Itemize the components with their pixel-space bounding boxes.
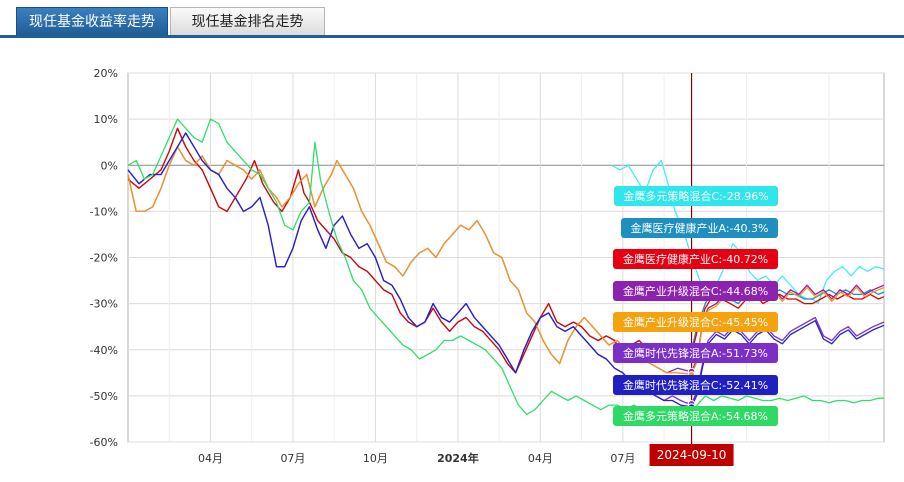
y-tick-label: 20% xyxy=(94,67,118,80)
tab-bar: 现任基金收益率走势 现任基金排名走势 xyxy=(0,0,904,38)
value-label-1: 金鹰多元策略混合C:-28.96% xyxy=(623,189,768,203)
series-line-7 xyxy=(127,132,885,408)
value-label-4: 金鹰产业升级混合C:-44.68% xyxy=(623,284,768,298)
x-tick-label: 04月 xyxy=(528,452,553,465)
y-tick-label: -60% xyxy=(90,436,118,449)
value-label-box-4 xyxy=(613,281,778,301)
y-tick-label: 0% xyxy=(101,159,118,172)
value-label-3: 金鹰医疗健康产业C:-40.72% xyxy=(623,252,768,266)
value-label-box-3 xyxy=(613,249,778,269)
tab-underline xyxy=(0,35,904,38)
y-axis: 20% 10% 0% -10% -20% -30% -40% -50% -60% xyxy=(90,67,118,449)
value-labels: 金鹰多元策略混合C:-28.96% 金鹰医疗健康产业A:-40.3% 金鹰医疗健康产… xyxy=(613,186,778,426)
tab-rank-trend[interactable]: 现任基金排名走势 xyxy=(170,7,325,35)
value-label-box-2 xyxy=(621,218,778,238)
y-tick-label: -20% xyxy=(90,252,118,265)
y-tick-label: -10% xyxy=(90,205,118,218)
value-label-box-1 xyxy=(614,186,778,206)
y-tick-label: -40% xyxy=(90,344,118,357)
value-label-box-5 xyxy=(613,312,778,332)
y-tick-label: 10% xyxy=(94,113,118,126)
value-label-7: 金鹰时代先锋混合C:-52.41% xyxy=(623,378,768,392)
series-line-8 xyxy=(127,118,884,419)
value-label-box-7 xyxy=(613,375,778,395)
value-label-6: 金鹰时代先锋混合A:-51.73% xyxy=(623,346,768,360)
value-label-2: 金鹰医疗健康产业A:-40.3% xyxy=(631,221,769,235)
return-line-chart: 20% 10% 0% -10% -20% -30% -40% -50% -60% 04月 07月 1… xyxy=(90,67,885,466)
crosshair-date-box xyxy=(649,444,734,466)
tab-return-trend[interactable]: 现任基金收益率走势 xyxy=(16,7,168,35)
value-label-8: 金鹰多元策略混合A:-54.68% xyxy=(623,409,768,423)
x-tick-label: 04月 xyxy=(198,452,223,465)
series-line-1 xyxy=(611,159,885,305)
x-tick-label: 10月 xyxy=(363,452,388,465)
x-tick-label: 07月 xyxy=(610,452,635,465)
x-tick-label: 07月 xyxy=(280,452,305,465)
value-label-box-8 xyxy=(613,406,778,426)
value-label-box-6 xyxy=(613,343,778,363)
x-axis: 04月 07月 10月 2024年 04月 07月 xyxy=(198,451,635,465)
x-tick-label: 2024年 xyxy=(437,451,479,465)
y-tick-label: -30% xyxy=(90,298,118,311)
value-label-5: 金鹰产业升级混合C:-45.45% xyxy=(623,315,768,329)
crosshair-date-label: 2024-09-10 xyxy=(657,448,727,462)
y-tick-label: -50% xyxy=(90,390,118,403)
